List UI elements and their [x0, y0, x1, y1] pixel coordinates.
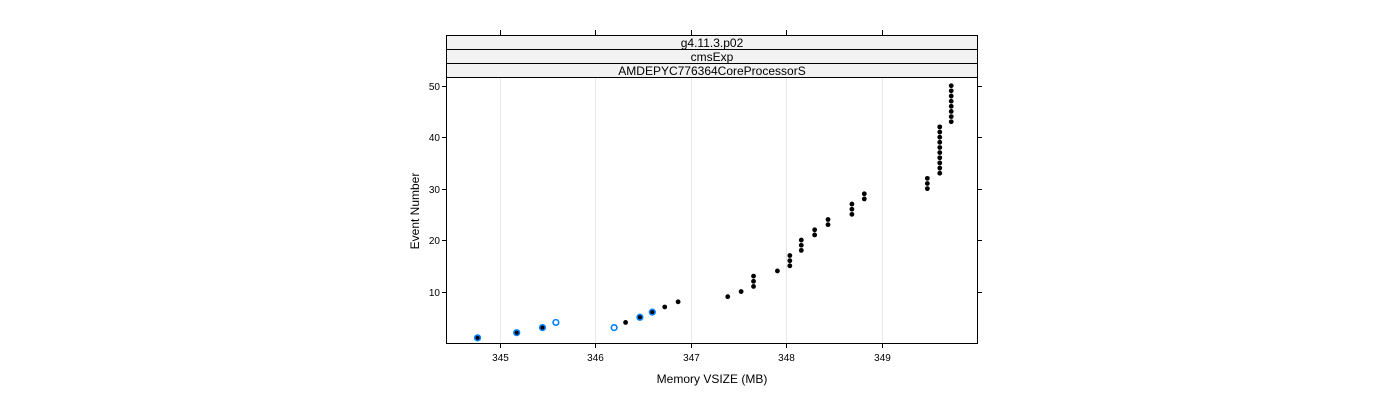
data-point [849, 211, 855, 217]
data-point [937, 160, 943, 166]
data-point-blue [552, 318, 560, 327]
data-point [649, 309, 655, 315]
strip-label-2: cmsExp [691, 50, 734, 64]
data-point [948, 98, 954, 104]
data-point [861, 196, 867, 202]
data-point [751, 283, 756, 289]
data-point [861, 191, 867, 197]
data-point [948, 83, 954, 89]
data-point-blue [513, 329, 521, 337]
data-point [798, 242, 804, 248]
plot-frame [446, 77, 978, 344]
data-point [948, 119, 954, 125]
data-point-blue [538, 323, 547, 332]
data-point [825, 217, 831, 222]
data-point [798, 247, 804, 253]
strip-label-3: AMDEPYC776364CoreProcessorS [618, 64, 805, 78]
data-point [937, 134, 943, 140]
data-point [948, 114, 954, 119]
data-points [473, 83, 954, 342]
data-point [812, 232, 818, 238]
data-point-blue [473, 334, 482, 342]
data-point [787, 258, 793, 264]
data-point [787, 253, 793, 258]
x-tick-label: 347 [683, 353, 700, 364]
y-axis: 10 20 30 40 50 [429, 82, 982, 299]
y-tick-label: 40 [429, 133, 441, 144]
data-point [475, 335, 480, 341]
data-point [924, 186, 930, 192]
data-point [540, 325, 545, 330]
data-point [825, 222, 831, 228]
y-tick-label: 10 [429, 288, 441, 299]
x-tick-label: 348 [778, 353, 795, 364]
strip-panel: g4.11.3.p02 cmsExp AMDEPYC776364CoreProc… [446, 35, 978, 78]
data-point [775, 268, 780, 274]
data-point [751, 273, 756, 279]
x-axis-title: Memory VSIZE (MB) [657, 372, 768, 386]
data-point [798, 237, 804, 243]
data-point [849, 201, 855, 207]
x-tick-label: 346 [587, 353, 604, 364]
data-point [849, 206, 855, 212]
strip-label-1: g4.11.3.p02 [681, 36, 744, 50]
data-point [937, 155, 943, 161]
data-point [751, 278, 756, 284]
data-point [787, 263, 793, 269]
data-point [937, 150, 943, 156]
data-point [623, 320, 628, 325]
data-point [725, 294, 731, 300]
data-point [937, 145, 943, 150]
data-point [637, 314, 643, 320]
data-point [948, 109, 954, 114]
y-tick-label: 30 [429, 185, 441, 196]
grid-lines [500, 78, 883, 343]
data-point [924, 175, 930, 181]
data-point [738, 289, 744, 294]
data-point [937, 170, 943, 176]
data-point [948, 88, 954, 94]
data-point [662, 304, 668, 310]
x-tick-label: 349 [874, 353, 891, 364]
data-point [937, 129, 943, 135]
data-point-blue [648, 308, 656, 316]
data-point [675, 299, 681, 305]
data-point [812, 227, 818, 233]
data-point-blue [636, 313, 644, 321]
y-axis-title: Event Number [408, 173, 422, 250]
data-point [924, 181, 930, 186]
data-point [937, 139, 943, 145]
x-tick-label: 345 [492, 353, 509, 364]
data-point [937, 124, 943, 130]
y-tick-label: 50 [429, 82, 441, 93]
data-point [514, 330, 520, 336]
data-point-blue [610, 323, 618, 332]
x-axis: 345 346 347 348 349 [492, 30, 891, 364]
data-point [948, 93, 954, 99]
y-tick-label: 20 [429, 236, 441, 247]
data-point [948, 103, 954, 109]
data-point [937, 165, 943, 171]
